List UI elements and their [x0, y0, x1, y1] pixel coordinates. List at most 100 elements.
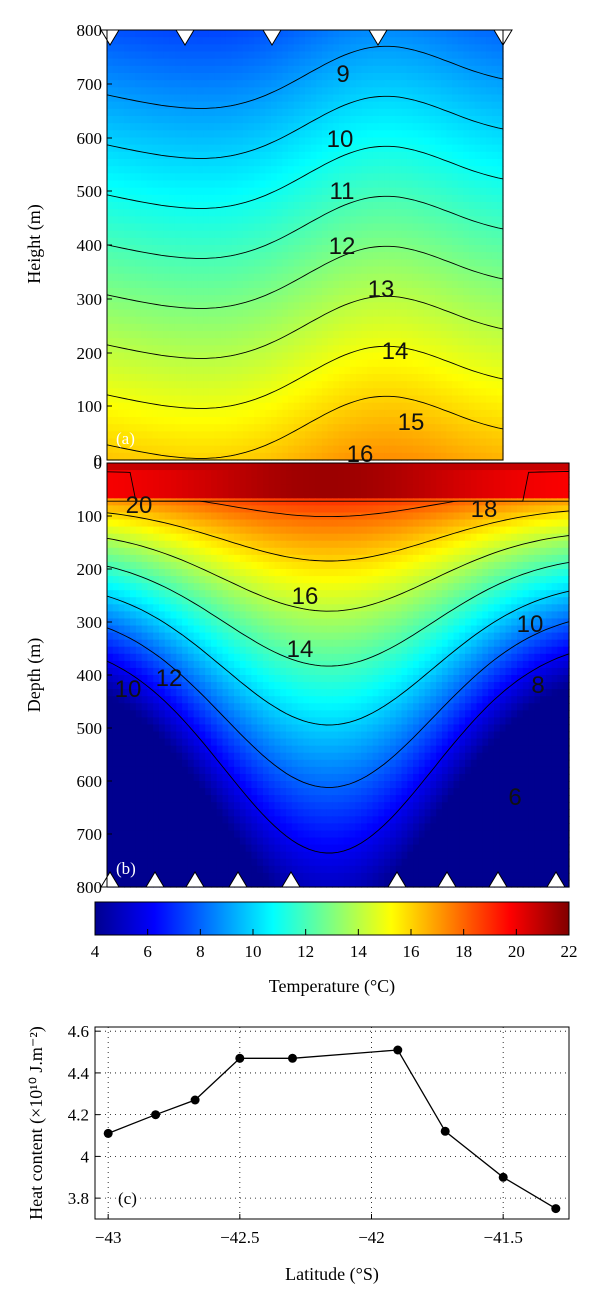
heatmap-cell — [333, 151, 340, 160]
heatmap-cell — [401, 173, 408, 182]
heatmap-cell — [214, 345, 221, 354]
heatmap-cell — [344, 338, 351, 346]
heatmap-cell — [361, 366, 368, 375]
heatmap-cell — [242, 295, 250, 303]
heatmap-cell — [435, 452, 442, 461]
heatmap-cell — [242, 366, 250, 375]
heatmap-cell — [440, 37, 448, 45]
heatmap-cell — [429, 187, 436, 196]
heatmap-cell — [303, 505, 310, 514]
heatmap-cell — [276, 359, 283, 368]
heatmap-cell — [237, 187, 244, 196]
heatmap-cell — [367, 187, 374, 196]
heatmap-cell — [418, 237, 425, 246]
heatmap-cell — [384, 51, 391, 60]
heatmap-cell — [262, 477, 270, 485]
heatmap-cell — [321, 323, 329, 332]
heatmap-cell — [366, 512, 374, 521]
heatmap-cell — [176, 505, 183, 514]
isotherm-label: 13 — [368, 276, 395, 303]
heatmap-cell — [350, 216, 357, 225]
heatmap-cell — [327, 58, 334, 67]
heatmap-cell — [333, 431, 340, 440]
heatmap-cell — [406, 331, 414, 339]
heatmap-cell — [237, 137, 244, 146]
heatmap-cell — [225, 288, 233, 296]
heatmap-cell — [378, 519, 385, 528]
heatmap-cell — [452, 130, 459, 139]
heatmap-cell — [316, 374, 323, 382]
heatmap-cell — [158, 526, 166, 535]
heatmap-cell — [164, 498, 172, 506]
heatmap-cell — [316, 245, 323, 253]
heatmap-cell — [214, 381, 221, 389]
heatmap-cell — [146, 194, 153, 203]
heatmap-cell — [291, 491, 299, 499]
heatmap-cell — [157, 366, 165, 375]
heatmap-cell — [350, 388, 357, 397]
heatmap-cell — [384, 438, 391, 447]
heatmap-cell — [123, 431, 131, 440]
heatmap-cell — [293, 438, 300, 447]
heatmap-cell — [474, 44, 481, 53]
heatmap-cell — [152, 87, 159, 96]
heatmap-cell — [214, 316, 221, 325]
heatmap-cell — [435, 359, 442, 368]
heatmap-cell — [203, 266, 210, 275]
heatmap-cell — [423, 431, 431, 440]
panel-b-temperature-field — [107, 463, 570, 888]
heatmap-cell — [333, 159, 340, 167]
heatmap-cell — [242, 431, 250, 440]
heatmap-cell — [242, 137, 250, 146]
heatmap-cell — [163, 452, 170, 461]
heatmap-cell — [197, 316, 204, 325]
heatmap-cell — [401, 366, 408, 375]
heatmap-cell — [225, 445, 233, 454]
heatmap-cell — [129, 144, 136, 153]
heatmap-cell — [288, 80, 295, 88]
heatmap-cell — [288, 123, 295, 131]
heatmap-cell — [135, 352, 142, 361]
heatmap-cell — [321, 252, 329, 260]
heatmap-cell — [474, 288, 481, 296]
heatmap-cell — [463, 266, 470, 275]
heatmap-cell — [259, 44, 266, 53]
heatmap-cell — [423, 409, 431, 418]
heatmap-cell — [225, 259, 233, 268]
heatmap-cell — [231, 137, 238, 146]
heatmap-cell — [412, 151, 419, 160]
heatmap-cell — [446, 130, 453, 139]
heatmap-cell — [197, 295, 204, 303]
heatmap-cell — [310, 395, 317, 404]
heatmap-cell — [395, 295, 402, 303]
heatmap-cell — [293, 302, 300, 311]
heatmap-cell — [118, 273, 125, 282]
heatmap-cell — [220, 445, 227, 454]
heatmap-cell — [208, 209, 216, 217]
heatmap-cell — [237, 58, 244, 67]
heatmap-cell — [107, 266, 114, 275]
heatmap-cell — [469, 73, 476, 81]
heatmap-cell — [418, 108, 425, 117]
heatmap-cell — [107, 331, 114, 339]
heatmap-cell — [395, 173, 402, 182]
heatmap-cell — [248, 87, 255, 96]
heatmap-cell — [469, 345, 476, 354]
heatmap-cell — [378, 280, 385, 289]
heatmap-cell — [186, 209, 193, 217]
heatmap-cell — [248, 259, 255, 268]
heatmap-cell — [203, 374, 210, 382]
heatmap-cell — [338, 491, 345, 499]
heatmap-cell — [197, 159, 204, 167]
heatmap-cell — [333, 101, 340, 110]
heatmap-cell — [214, 323, 221, 332]
heatmap-cell — [446, 266, 453, 275]
heatmap-cell — [288, 159, 295, 167]
heatmap-cell — [511, 484, 518, 492]
heatmap-cell — [401, 477, 408, 485]
heatmap-cell — [107, 409, 114, 418]
heatmap-cell — [378, 216, 385, 225]
heatmap-cell — [344, 374, 351, 382]
heatmap-cell — [174, 374, 182, 382]
heatmap-cell — [440, 252, 448, 260]
